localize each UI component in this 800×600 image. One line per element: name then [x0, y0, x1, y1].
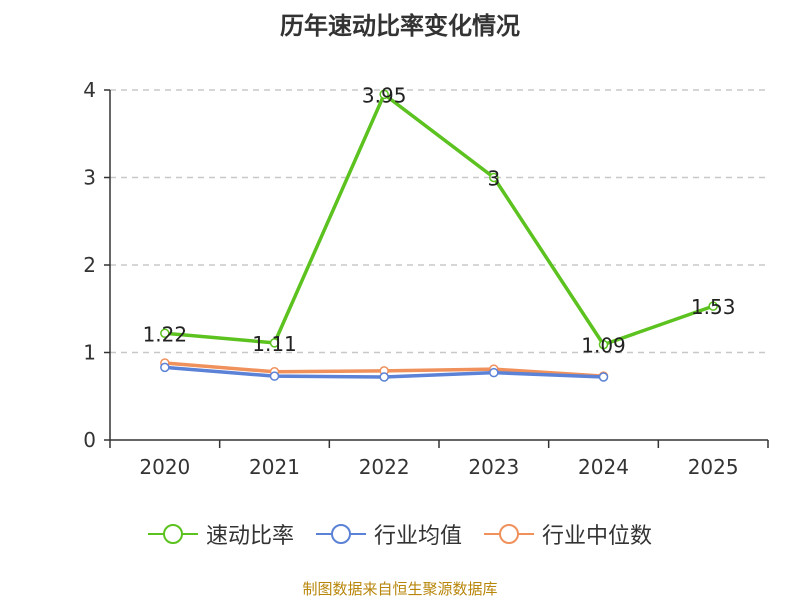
legend-label: 行业均值 — [373, 524, 462, 549]
data-point — [160, 328, 170, 338]
legend-label: 速动比率 — [205, 524, 294, 549]
data-label: 1.22 — [143, 322, 188, 346]
y-tick-label: 1 — [83, 341, 96, 365]
data-point — [379, 372, 389, 382]
data-label: 3.95 — [362, 83, 407, 107]
data-point — [598, 339, 609, 350]
chart-title: 历年速动比率变化情况 — [280, 12, 520, 40]
data-point — [160, 362, 170, 373]
legend-item-2[interactable]: 行业中位数 — [484, 518, 652, 550]
y-tick-label: 2 — [83, 253, 96, 277]
x-tick-label: 2023 — [468, 455, 519, 479]
x-tick-label: 2021 — [249, 455, 300, 479]
data-label: 1.53 — [691, 295, 736, 319]
source-note: 制图数据来自恒生聚源数据库 — [302, 580, 498, 598]
series-line-0 — [164, 92, 714, 347]
data-label: 1.09 — [581, 334, 626, 358]
legend-swatch-2 — [484, 524, 534, 544]
x-tick-label: 2022 — [359, 455, 410, 479]
data-point — [269, 338, 280, 348]
y-tick-label: 3 — [83, 166, 96, 190]
legend-swatch-0 — [147, 524, 198, 544]
legend-swatch-1 — [315, 524, 366, 544]
legend-swatch-marker — [330, 524, 351, 544]
legend-swatch-marker — [499, 524, 519, 544]
legend-swatch-marker — [162, 524, 183, 544]
legend-item-0[interactable]: 速动比率 — [147, 518, 294, 550]
data-label: 3 — [487, 167, 500, 191]
legend-label: 行业中位数 — [542, 524, 653, 549]
y-tick-label: 4 — [83, 78, 96, 102]
x-tick-label: 2025 — [688, 455, 739, 479]
x-tick-label: 2024 — [578, 455, 629, 479]
y-tick-label: 0 — [83, 428, 96, 452]
data-point — [708, 301, 718, 311]
x-tick-label: 2020 — [139, 455, 190, 479]
data-point — [489, 367, 499, 378]
data-point — [379, 89, 389, 100]
legend: 速动比率 行业均值 行业中位数 — [0, 518, 800, 550]
data-point — [598, 372, 609, 382]
data-label: 1.11 — [252, 332, 297, 356]
data-point — [269, 371, 280, 381]
legend-item-1[interactable]: 行业均值 — [315, 518, 462, 550]
data-point — [489, 172, 499, 183]
